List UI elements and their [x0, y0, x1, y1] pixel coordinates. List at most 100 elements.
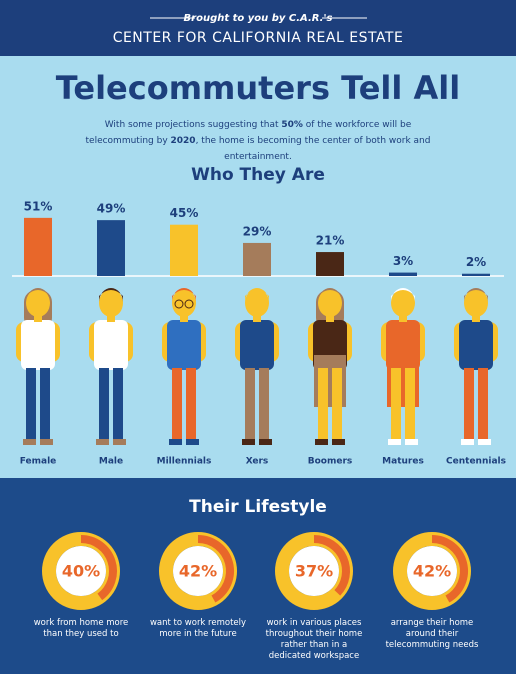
head	[391, 289, 415, 317]
donut-hole	[407, 546, 457, 596]
torso	[459, 320, 493, 370]
shoe	[23, 439, 36, 445]
bar	[24, 217, 52, 276]
shoe	[388, 439, 401, 445]
leg	[259, 368, 269, 440]
category-label: Male	[99, 457, 123, 467]
hair	[245, 288, 269, 302]
category-label: Boomers	[308, 457, 353, 467]
hair	[391, 288, 415, 302]
category-label: Millennials	[157, 457, 212, 467]
shoe	[461, 439, 474, 445]
section-title: Their Lifestyle	[189, 497, 327, 517]
hair	[172, 288, 196, 302]
category-label: Xers	[246, 457, 269, 467]
category-label: Female	[20, 457, 57, 467]
shoe	[40, 439, 53, 445]
torso	[240, 320, 274, 370]
glasses	[184, 299, 194, 309]
category-label: Centennials	[446, 457, 506, 467]
shoe	[96, 439, 109, 445]
leg	[478, 368, 488, 440]
head	[245, 289, 269, 317]
value-label: 45%	[170, 206, 199, 220]
subtitle-text: , the home is becoming the center of bot…	[195, 136, 431, 162]
title: Telecommuters Tell All	[56, 69, 460, 107]
donut-hole	[173, 546, 223, 596]
value-label: 40%	[62, 562, 100, 581]
value-label: 29%	[243, 224, 272, 238]
value-label: 42%	[413, 562, 451, 581]
hair	[99, 288, 123, 302]
leg	[318, 368, 328, 440]
bar	[170, 224, 198, 276]
section-title: Who They Are	[191, 165, 325, 185]
header-band	[0, 0, 516, 56]
caption: work in various places throughout their …	[265, 618, 363, 661]
subtitle-text: With some projections suggesting that	[104, 120, 282, 130]
hair	[26, 288, 50, 302]
donut-hole	[289, 546, 339, 596]
torso	[21, 320, 55, 370]
subtitle-strong: 2020	[170, 136, 196, 146]
donut-arc	[197, 535, 234, 603]
value-label: 37%	[295, 562, 333, 581]
head	[318, 289, 342, 317]
leg	[99, 368, 109, 440]
subtitle: With some projections suggesting that 50…	[78, 117, 438, 165]
leg	[172, 368, 182, 440]
bar	[462, 273, 490, 276]
credit: Brought to you by C.A.R.'s	[184, 13, 333, 24]
value-label: 49%	[97, 202, 126, 216]
shoe	[405, 439, 418, 445]
leg	[464, 368, 474, 440]
leg	[26, 368, 36, 440]
torso	[94, 320, 128, 370]
shoe	[478, 439, 491, 445]
caption: arrange their home around their telecomm…	[385, 618, 479, 650]
shoe	[113, 439, 126, 445]
value-label: 42%	[179, 562, 217, 581]
shoe	[242, 439, 255, 445]
value-label: 3%	[393, 254, 413, 268]
donut-arc	[431, 535, 468, 603]
bar	[316, 252, 344, 276]
torso	[167, 320, 201, 370]
shoe	[186, 439, 199, 445]
glasses	[174, 299, 184, 309]
bar	[243, 242, 271, 276]
org: CENTER FOR CALIFORNIA REAL ESTATE	[113, 30, 404, 46]
hair	[464, 288, 488, 302]
value-label: 2%	[466, 255, 486, 269]
subtitle-strong: 50%	[281, 120, 303, 130]
donut-arc	[313, 535, 350, 596]
leg	[405, 368, 415, 440]
leg	[113, 368, 123, 440]
bar	[97, 220, 125, 276]
head	[172, 289, 196, 317]
head	[464, 289, 488, 317]
subtitle-text: of the workforce will be telecommuting b…	[85, 120, 412, 146]
caption: want to work remotely more in the future	[149, 618, 247, 639]
value-label: 51%	[24, 199, 53, 213]
leg	[332, 368, 342, 440]
head	[99, 289, 123, 317]
leg	[245, 368, 255, 440]
leg	[186, 368, 196, 440]
donut-arc	[80, 535, 117, 601]
leg	[391, 368, 401, 440]
shoe	[315, 439, 328, 445]
value-label: 21%	[316, 234, 345, 248]
shoe	[259, 439, 272, 445]
category-label: Matures	[382, 457, 424, 467]
shoe	[169, 439, 182, 445]
bar	[389, 272, 417, 276]
leg	[40, 368, 50, 440]
shoe	[332, 439, 345, 445]
hair	[318, 288, 342, 302]
caption: work from home more than they used to	[33, 618, 129, 639]
donut-hole	[56, 546, 106, 596]
head	[26, 289, 50, 317]
